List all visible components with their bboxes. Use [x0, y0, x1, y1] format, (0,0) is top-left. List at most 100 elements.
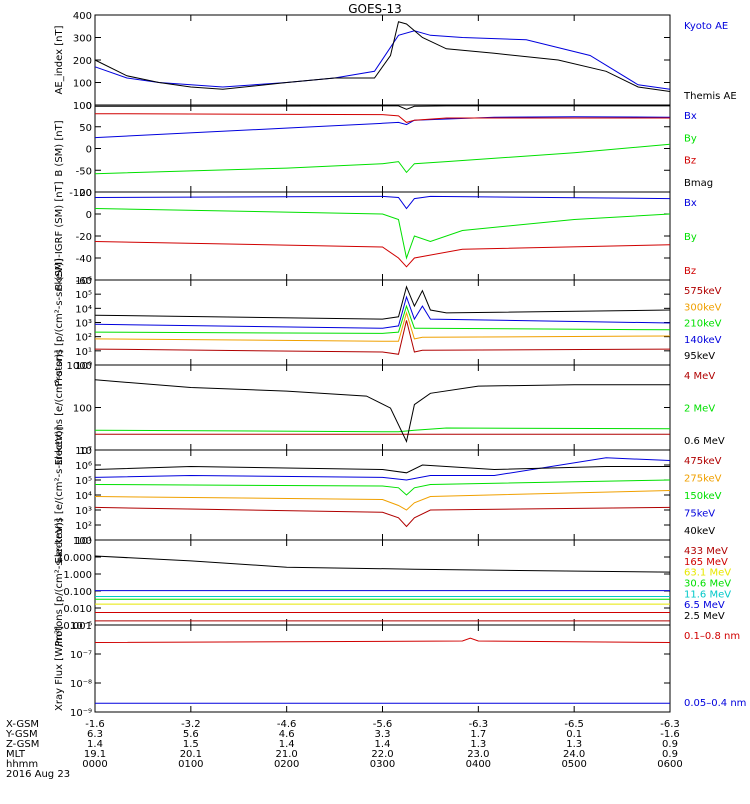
y-tick-label: 10² — [75, 333, 92, 344]
ephemeris-value: 0500 — [561, 759, 586, 770]
y-tick-label: 400 — [73, 11, 92, 22]
ephemeris-value: 0400 — [466, 759, 491, 770]
series-line — [94, 490, 671, 511]
series-line — [94, 113, 670, 123]
y-tick-label: 10⁶ — [75, 276, 92, 287]
ephemeris-value: 1.4 — [279, 739, 295, 750]
y-axis-label: AE_index [nT] — [54, 25, 65, 94]
legend-label: 0.6 MeV — [684, 436, 725, 447]
y-tick-label: 0 — [86, 210, 92, 221]
y-tick-label: 10⁰ — [75, 361, 92, 372]
y-tick-label: -100 — [69, 188, 92, 199]
ephemeris-value: 1.4 — [87, 739, 103, 750]
panel-frame — [94, 191, 671, 281]
y-axis-label: Xray Flux [W/m²] — [54, 626, 65, 711]
panel-frame — [94, 449, 671, 541]
ephemeris-value: 20.1 — [180, 749, 202, 760]
ephemeris-value: 1.3 — [470, 739, 486, 750]
panel-frame — [94, 624, 671, 713]
y-axis-label: Electrons [e/(cm²-s-sr-keV)] — [54, 426, 65, 563]
y-tick-label: 50 — [79, 123, 92, 134]
y-tick-label: 10⁻⁹ — [70, 708, 92, 719]
y-tick-label: 100 — [73, 79, 92, 90]
legend-label: 150keV — [684, 491, 722, 502]
legend-label: 140keV — [684, 335, 722, 346]
y-tick-label: 0 — [86, 101, 92, 112]
legend-label: Bx — [684, 111, 697, 122]
ephemeris-value: 19.1 — [84, 749, 106, 760]
ephemeris-row-label: hhmm — [6, 759, 38, 770]
ephemeris-value: 24.0 — [563, 749, 585, 760]
y-tick-label: 10³ — [75, 506, 92, 517]
y-axis-label: Electrons [e/(cm²-s-sr)] — [54, 350, 65, 466]
y-tick-label: 1000 — [67, 361, 92, 372]
legend-label: 2.5 MeV — [684, 611, 725, 622]
series-line — [94, 457, 671, 481]
legend-label: Bz — [684, 156, 696, 167]
ephemeris-value: 23.0 — [467, 749, 489, 760]
series-line — [94, 320, 671, 355]
y-tick-label: 10⁻⁷ — [70, 650, 92, 661]
ephemeris-value: 1.7 — [470, 729, 486, 740]
legend-label: 63.1 MeV — [684, 568, 731, 579]
ephemeris-value: -1.6 — [660, 729, 680, 740]
ephemeris-value: 21.0 — [276, 749, 298, 760]
ephemeris-row-label: Z-GSM — [6, 739, 39, 750]
panel-frame — [94, 364, 671, 451]
series-line — [94, 427, 671, 433]
ephemeris-value: 22.0 — [371, 749, 393, 760]
legend-label: 0.1–0.8 nm — [684, 631, 740, 642]
y-tick-label: 10¹ — [75, 347, 92, 358]
y-tick-label: 100 — [73, 101, 92, 112]
series-line — [94, 30, 671, 90]
y-tick-label: 10² — [75, 521, 92, 532]
ephemeris-value: -6.5 — [564, 719, 584, 730]
series-line — [94, 116, 671, 139]
y-tick-label: -50 — [76, 166, 92, 177]
series-line — [94, 295, 671, 329]
date-label: 2016 Aug 23 — [6, 769, 70, 780]
legend-label: 165 MeV — [684, 557, 728, 568]
legend-label: 210keV — [684, 319, 722, 330]
ephemeris-value: 1.4 — [375, 739, 391, 750]
series-line — [94, 195, 671, 210]
legend-label: 40keV — [684, 526, 715, 537]
series-line — [94, 285, 671, 320]
ephemeris-value: 0300 — [370, 759, 395, 770]
ephemeris-value: -5.6 — [373, 719, 393, 730]
y-tick-label: 0 — [86, 145, 92, 156]
y-tick-label: 10 — [79, 446, 92, 457]
y-tick-label: 200 — [73, 56, 92, 67]
legend-label: Themis AE — [683, 91, 737, 102]
chart-title: GOES-13 — [348, 2, 402, 16]
legend-label: Bmag — [684, 178, 713, 189]
legend-label: 0.05–0.4 nm — [684, 698, 746, 709]
ephemeris-value: 0200 — [274, 759, 299, 770]
y-tick-label: 1.000 — [63, 570, 92, 581]
series-line — [94, 479, 671, 496]
series-line — [94, 208, 671, 260]
y-tick-label: -60 — [76, 276, 92, 287]
y-tick-label: 10.000 — [57, 553, 92, 564]
legend-label: By — [684, 133, 697, 144]
y-tick-label: 10⁷ — [75, 446, 92, 457]
ephemeris-row-label: X-GSM — [6, 719, 39, 730]
ephemeris-value: -3.2 — [181, 719, 201, 730]
y-tick-label: 10⁵ — [75, 290, 92, 301]
y-tick-label: 10⁻⁶ — [70, 621, 92, 632]
y-tick-label: 10¹ — [75, 536, 92, 547]
series-line — [94, 637, 671, 643]
y-tick-label: 10⁶ — [75, 461, 92, 472]
series-line — [94, 311, 671, 342]
ephemeris-value: -4.6 — [277, 719, 297, 730]
legend-label: 30.6 MeV — [684, 579, 731, 590]
series-line — [94, 555, 671, 573]
series-line — [94, 241, 671, 268]
y-tick-label: 10⁴ — [75, 304, 92, 315]
series-line — [94, 105, 670, 110]
ephemeris-value: -6.3 — [469, 719, 489, 730]
ephemeris-value: -6.3 — [660, 719, 680, 730]
legend-label: 75keV — [684, 509, 715, 520]
